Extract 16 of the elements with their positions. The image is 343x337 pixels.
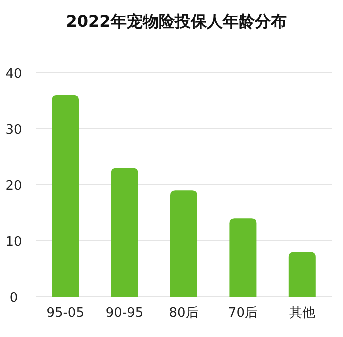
chart-title: 2022年宠物险投保人年龄分布 <box>66 12 287 31</box>
x-tick-label: 95-05 <box>46 306 84 321</box>
bar <box>170 190 198 297</box>
bar <box>111 168 138 297</box>
x-tick-label: 70后 <box>228 306 258 321</box>
x-tick-label: 90-95 <box>106 306 144 321</box>
y-tick-label: 20 <box>6 179 22 194</box>
x-tick-label: 80后 <box>169 306 199 321</box>
bar <box>52 95 80 297</box>
y-tick-label: 30 <box>6 123 22 138</box>
y-tick-label: 0 <box>10 291 18 306</box>
y-tick-label: 10 <box>6 235 22 250</box>
bar <box>230 218 257 297</box>
y-tick-label: 40 <box>6 67 22 82</box>
x-tick-label: 其他 <box>289 306 316 321</box>
bar <box>288 252 316 297</box>
